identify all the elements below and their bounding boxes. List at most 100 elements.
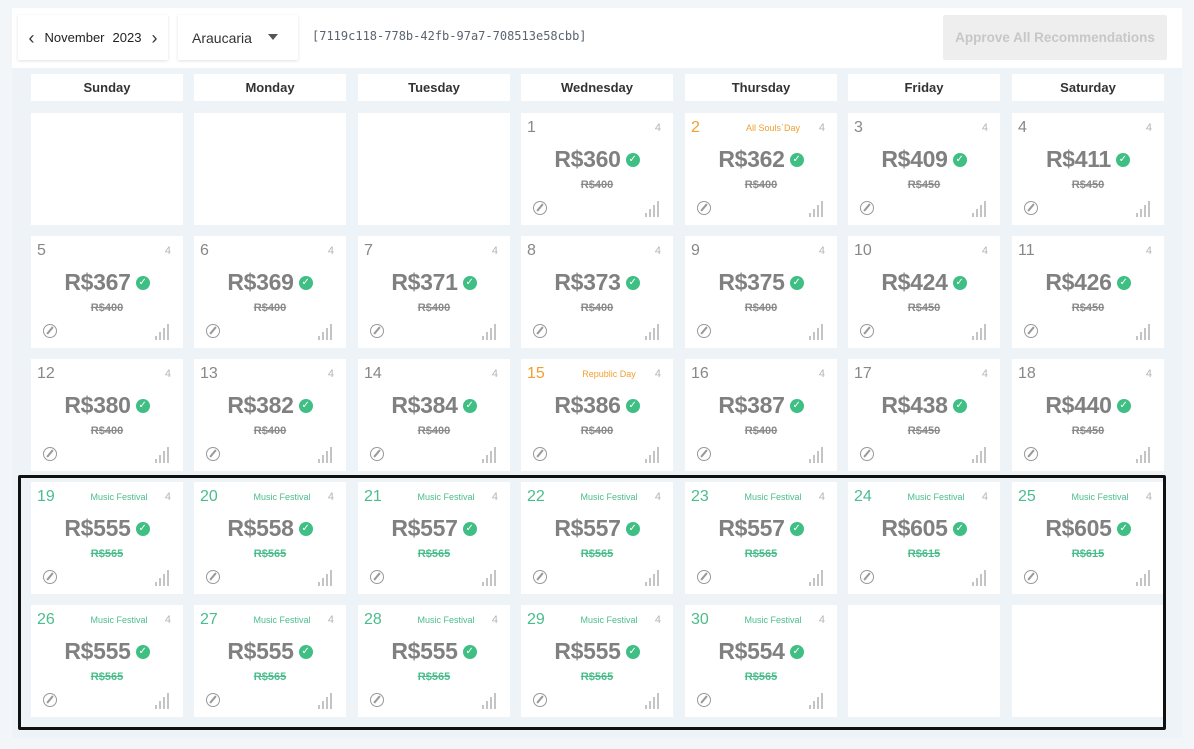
day-cell[interactable]: 14 4 R$384 ✓ R$400	[358, 359, 510, 471]
edit-icon[interactable]	[370, 570, 384, 584]
signal-bars-icon[interactable]	[972, 570, 988, 586]
signal-bars-icon[interactable]	[155, 570, 171, 586]
day-cell[interactable]: 20 Music Festival 4 R$558 ✓ R$565	[194, 482, 346, 594]
edit-icon[interactable]	[43, 324, 57, 338]
signal-bars-icon[interactable]	[972, 324, 988, 340]
edit-icon[interactable]	[697, 324, 711, 338]
edit-icon[interactable]	[206, 324, 220, 338]
edit-icon[interactable]	[533, 201, 547, 215]
day-cell[interactable]: 30 Music Festival 4 R$554 ✓ R$565	[685, 605, 837, 717]
edit-icon[interactable]	[206, 447, 220, 461]
day-number: 12	[37, 365, 55, 382]
edit-icon[interactable]	[533, 693, 547, 707]
edit-icon[interactable]	[370, 447, 384, 461]
signal-bars-icon[interactable]	[318, 570, 334, 586]
day-cell[interactable]: 29 Music Festival 4 R$555 ✓ R$565	[521, 605, 673, 717]
edit-icon[interactable]	[533, 447, 547, 461]
day-cell[interactable]: 6 4 R$369 ✓ R$400	[194, 236, 346, 348]
signal-bars-icon[interactable]	[645, 324, 661, 340]
day-cell[interactable]: 15 Republic Day 4 R$386 ✓ R$400	[521, 359, 673, 471]
signal-bars-icon[interactable]	[645, 570, 661, 586]
edit-icon[interactable]	[43, 693, 57, 707]
day-cell[interactable]: 4 4 R$411 ✓ R$450	[1012, 113, 1164, 225]
edit-icon[interactable]	[1024, 570, 1038, 584]
edit-icon[interactable]	[43, 447, 57, 461]
edit-icon[interactable]	[370, 324, 384, 338]
signal-bars-icon[interactable]	[809, 570, 825, 586]
signal-bars-icon[interactable]	[645, 447, 661, 463]
day-cell[interactable]: 24 Music Festival 4 R$605 ✓ R$615	[848, 482, 1000, 594]
signal-bars-icon[interactable]	[809, 201, 825, 217]
day-cell[interactable]: 7 4 R$371 ✓ R$400	[358, 236, 510, 348]
signal-bars-icon[interactable]	[155, 324, 171, 340]
day-cell[interactable]: 22 Music Festival 4 R$557 ✓ R$565	[521, 482, 673, 594]
signal-bars-icon[interactable]	[972, 201, 988, 217]
day-cell[interactable]: 10 4 R$424 ✓ R$450	[848, 236, 1000, 348]
signal-bars-icon[interactable]	[482, 447, 498, 463]
signal-bars-icon[interactable]	[1136, 201, 1152, 217]
price-row: R$424 ✓	[848, 269, 1000, 296]
signal-bars-icon[interactable]	[482, 324, 498, 340]
edit-icon[interactable]	[697, 201, 711, 215]
day-cell[interactable]: 5 4 R$367 ✓ R$400	[31, 236, 183, 348]
day-cell[interactable]: 25 Music Festival 4 R$605 ✓ R$615	[1012, 482, 1164, 594]
signal-bars-icon[interactable]	[1136, 570, 1152, 586]
day-cell[interactable]: 3 4 R$409 ✓ R$450	[848, 113, 1000, 225]
day-cell[interactable]: 11 4 R$426 ✓ R$450	[1012, 236, 1164, 348]
signal-bars-icon[interactable]	[1136, 324, 1152, 340]
next-month-icon[interactable]: ›	[151, 27, 158, 48]
signal-bars-icon[interactable]	[1136, 447, 1152, 463]
day-cell[interactable]: 21 Music Festival 4 R$557 ✓ R$565	[358, 482, 510, 594]
day-cell[interactable]: 17 4 R$438 ✓ R$450	[848, 359, 1000, 471]
signal-bars-icon[interactable]	[809, 447, 825, 463]
signal-bars-icon[interactable]	[809, 693, 825, 709]
day-cell[interactable]: 13 4 R$382 ✓ R$400	[194, 359, 346, 471]
edit-icon[interactable]	[1024, 201, 1038, 215]
edit-icon[interactable]	[43, 570, 57, 584]
day-cell[interactable]: 26 Music Festival 4 R$555 ✓ R$565	[31, 605, 183, 717]
signal-bars-icon[interactable]	[645, 693, 661, 709]
signal-bars-icon[interactable]	[645, 201, 661, 217]
day-cell[interactable]: 2 All Souls`Day 4 R$362 ✓ R$400	[685, 113, 837, 225]
original-price: R$400	[744, 425, 778, 437]
day-cell[interactable]: 1 4 R$360 ✓ R$400	[521, 113, 673, 225]
signal-bars-icon[interactable]	[809, 324, 825, 340]
edit-icon[interactable]	[860, 201, 874, 215]
edit-icon[interactable]	[533, 570, 547, 584]
signal-bars-icon[interactable]	[155, 693, 171, 709]
signal-bars-icon[interactable]	[155, 447, 171, 463]
signal-bars-icon[interactable]	[318, 693, 334, 709]
edit-icon[interactable]	[697, 447, 711, 461]
recommended-price: R$373	[554, 269, 621, 295]
edit-icon[interactable]	[697, 693, 711, 707]
day-cell[interactable]: 18 4 R$440 ✓ R$450	[1012, 359, 1164, 471]
edit-icon[interactable]	[206, 693, 220, 707]
city-select[interactable]: Araucaria	[178, 15, 298, 60]
day-cell[interactable]: 28 Music Festival 4 R$555 ✓ R$565	[358, 605, 510, 717]
edit-icon[interactable]	[370, 693, 384, 707]
signal-bars-icon[interactable]	[318, 324, 334, 340]
day-cell[interactable]: 9 4 R$375 ✓ R$400	[685, 236, 837, 348]
approve-all-button[interactable]: Approve All Recommendations	[943, 15, 1167, 60]
day-number: 16	[691, 365, 709, 382]
calendar-app: ‹ November 2023 › Araucaria [7119c118-77…	[12, 8, 1182, 738]
edit-icon[interactable]	[860, 447, 874, 461]
day-cell[interactable]: 16 4 R$387 ✓ R$400	[685, 359, 837, 471]
signal-bars-icon[interactable]	[482, 693, 498, 709]
day-cell[interactable]: 19 Music Festival 4 R$555 ✓ R$565	[31, 482, 183, 594]
day-cell[interactable]: 8 4 R$373 ✓ R$400	[521, 236, 673, 348]
edit-icon[interactable]	[1024, 324, 1038, 338]
edit-icon[interactable]	[206, 570, 220, 584]
day-cell[interactable]: 12 4 R$380 ✓ R$400	[31, 359, 183, 471]
edit-icon[interactable]	[533, 324, 547, 338]
edit-icon[interactable]	[860, 324, 874, 338]
edit-icon[interactable]	[860, 570, 874, 584]
day-cell[interactable]: 27 Music Festival 4 R$555 ✓ R$565	[194, 605, 346, 717]
signal-bars-icon[interactable]	[318, 447, 334, 463]
prev-month-icon[interactable]: ‹	[28, 27, 35, 48]
edit-icon[interactable]	[1024, 447, 1038, 461]
signal-bars-icon[interactable]	[972, 447, 988, 463]
edit-icon[interactable]	[697, 570, 711, 584]
day-cell[interactable]: 23 Music Festival 4 R$557 ✓ R$565	[685, 482, 837, 594]
signal-bars-icon[interactable]	[482, 570, 498, 586]
